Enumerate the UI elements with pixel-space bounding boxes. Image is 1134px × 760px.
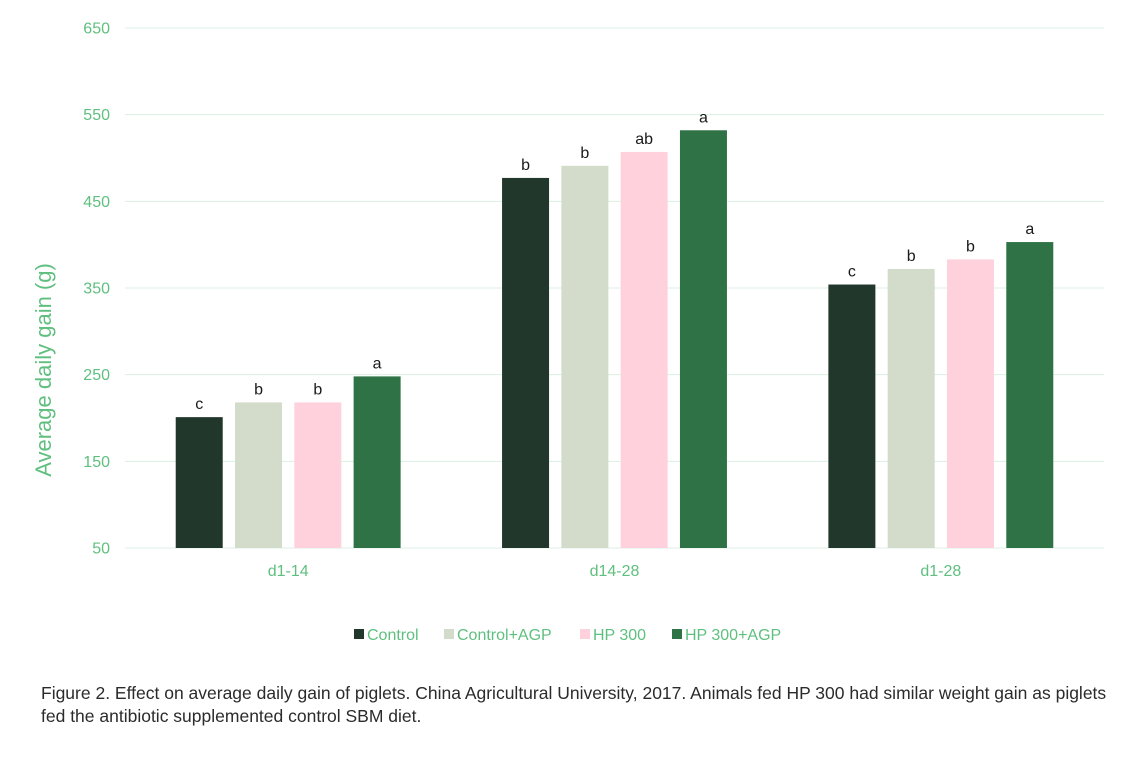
grid-lines [125, 27, 1104, 549]
bar-d14-28-hp-300-agp [679, 130, 727, 548]
legend-label: HP 300+AGP [685, 627, 781, 644]
significance-label: b [907, 248, 916, 265]
bar-d14-28-hp-300 [620, 151, 668, 548]
significance-label: c [848, 264, 856, 281]
x-tick-label: d1-14 [268, 563, 309, 580]
legend-swatch [672, 629, 682, 639]
bar-d1-14-control [175, 417, 223, 548]
y-tick-label: 550 [83, 107, 110, 124]
bar-d1-28-hp-300 [946, 259, 994, 548]
significance-label: a [699, 109, 708, 126]
significance-label: a [1025, 221, 1034, 238]
x-tick-label: d14-28 [590, 563, 640, 580]
legend-label: Control+AGP [457, 627, 552, 644]
bar-d1-28-control [828, 284, 876, 548]
y-tick-label: 350 [83, 281, 110, 298]
y-tick-label: 450 [83, 194, 110, 211]
y-tick-label: 150 [83, 454, 110, 471]
figure-caption: Figure 2. Effect on average daily gain o… [41, 683, 1107, 726]
significance-label: b [966, 238, 975, 255]
legend-swatch [354, 629, 364, 639]
bar-d1-14-hp-300-agp [353, 376, 401, 548]
legend-swatch [580, 629, 590, 639]
significance-label: b [313, 381, 322, 398]
significance-label: c [195, 396, 203, 413]
y-tick-label: 250 [83, 367, 110, 384]
significance-label: b [254, 381, 263, 398]
significance-label: b [580, 145, 589, 162]
y-tick-label: 650 [83, 21, 110, 38]
significance-label: b [521, 157, 530, 174]
x-tick-label: d1-28 [920, 563, 961, 580]
bars [175, 130, 1054, 549]
legend: Control Control+AGP HP 300 HP 300+AGP [354, 627, 781, 644]
bar-d1-28-control-agp [887, 268, 935, 548]
y-axis-ticks: 50 150 250 350 450 550 650 [83, 21, 110, 558]
bar-d1-14-control-agp [235, 402, 283, 548]
x-axis-ticks: d1-14 d14-28 d1-28 [268, 563, 962, 580]
legend-swatch [444, 629, 454, 639]
bar-d14-28-control-agp [561, 165, 609, 549]
legend-label: Control [367, 627, 419, 644]
bar-d1-28-hp-300-agp [1006, 242, 1054, 549]
significance-label: a [373, 355, 382, 372]
y-tick-label: 50 [92, 541, 110, 558]
bar-d1-14-hp-300 [294, 402, 342, 548]
bar-d14-28-control [502, 177, 550, 548]
y-axis-label: Average daily gain (g) [31, 263, 56, 477]
significance-label: ab [635, 131, 653, 148]
legend-label: HP 300 [593, 627, 646, 644]
bar-chart: 50 150 250 350 450 550 650 Average daily gain … [31, 21, 1104, 644]
